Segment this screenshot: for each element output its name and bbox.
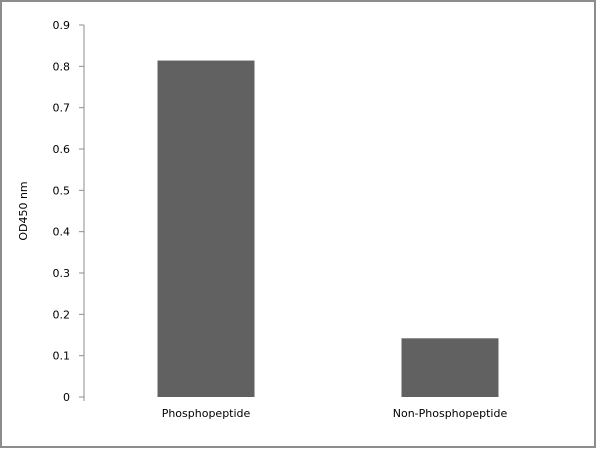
y-tick-label: 0.6 <box>53 143 71 156</box>
y-tick-label: 0.8 <box>53 60 71 73</box>
bar-phosphopeptide <box>157 60 255 398</box>
y-tick-label: 0.5 <box>53 184 71 197</box>
y-tick-label: 0.9 <box>53 19 71 32</box>
bar-non-phosphopeptide <box>401 338 499 397</box>
y-tick-label: 0.3 <box>53 267 71 280</box>
y-tick-label: 0 <box>63 391 70 404</box>
y-tick-label: 0.1 <box>53 350 71 363</box>
y-tick-label: 0.4 <box>53 226 71 239</box>
x-tick-label: Non-Phosphopeptide <box>393 407 508 420</box>
x-tick-label: Phosphopeptide <box>162 407 251 420</box>
y-axis-label: OD450 nm <box>17 181 30 240</box>
y-tick-label: 0.2 <box>53 308 71 321</box>
y-tick-label: 0.7 <box>53 102 71 115</box>
